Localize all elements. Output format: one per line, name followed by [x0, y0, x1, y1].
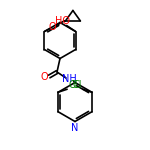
Text: NH: NH: [62, 75, 76, 84]
Text: Cl: Cl: [72, 80, 82, 90]
Text: O: O: [41, 72, 48, 81]
Text: N: N: [71, 123, 79, 133]
Text: O: O: [48, 22, 56, 32]
Text: Cl: Cl: [68, 80, 78, 90]
Text: HO: HO: [55, 16, 70, 26]
